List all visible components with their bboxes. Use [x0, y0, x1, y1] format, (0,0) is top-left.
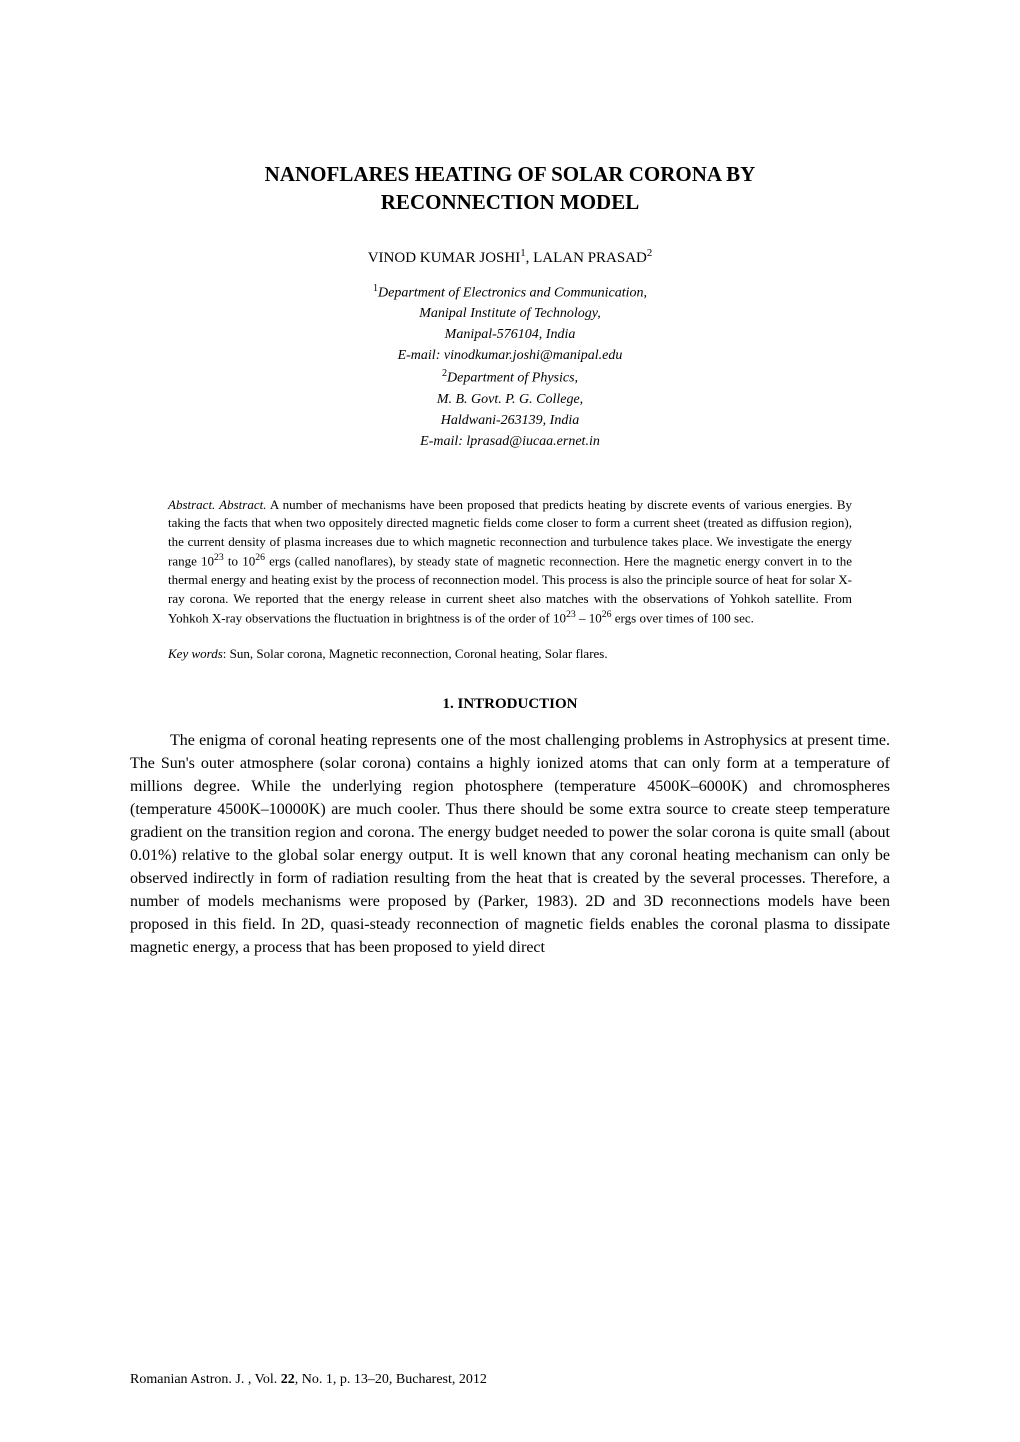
footer-issue-pages: , No. 1, p. 13–20, Bucharest, 2012 — [295, 1372, 487, 1387]
keywords-block: Key words: Sun, Solar corona, Magnetic r… — [168, 646, 852, 662]
author-1-name: VINOD KUMAR JOSHI — [368, 250, 521, 266]
abstract-exp-2: 26 — [255, 552, 265, 563]
author-2-sup: 2 — [647, 247, 652, 259]
affiliation-1-email: E-mail: vinodkumar.joshi@manipal.edu — [398, 348, 623, 363]
affiliation-2-line-1: Department of Physics, — [447, 371, 578, 386]
affiliation-1-line-1: Department of Electronics and Communicat… — [378, 285, 647, 300]
footer-journal: Romanian Astron. J. , Vol. — [130, 1372, 281, 1387]
affiliations-block: 1Department of Electronics and Communica… — [130, 281, 890, 452]
abstract-text-dash: – 10 — [576, 610, 602, 625]
keywords-label: Key words — [168, 646, 223, 661]
affiliation-2-line-3: Haldwani-263139, India — [441, 413, 579, 428]
abstract-text-tail: ergs over times of 100 sec. — [612, 610, 754, 625]
section-heading-introduction: 1. INTRODUCTION — [130, 696, 890, 713]
author-separator: , — [526, 250, 534, 266]
abstract-block: Abstract. Abstract. A number of mechanis… — [168, 496, 852, 628]
paper-title: NANOFLARES HEATING OF SOLAR CORONA BY RE… — [130, 160, 890, 217]
abstract-exp-4: 26 — [602, 609, 612, 620]
authors-block: VINOD KUMAR JOSHI1, LALAN PRASAD2 — [130, 247, 890, 267]
author-2-name: LALAN PRASAD — [533, 250, 647, 266]
footer-citation: Romanian Astron. J. , Vol. 22, No. 1, p.… — [130, 1372, 487, 1388]
affiliation-2-line-2: M. B. Govt. P. G. College, — [437, 392, 583, 407]
title-line-1: NANOFLARES HEATING OF SOLAR CORONA BY — [265, 162, 756, 186]
abstract-exp-3: 23 — [566, 609, 576, 620]
title-line-2: RECONNECTION MODEL — [381, 190, 639, 214]
abstract-exp-1: 23 — [214, 552, 224, 563]
affiliation-1-line-3: Manipal-576104, India — [445, 327, 576, 342]
affiliation-2-email: E-mail: lprasad@iucaa.ernet.in — [420, 434, 600, 449]
abstract-label: Abstract. Abstract. — [168, 497, 266, 512]
introduction-paragraph-1: The enigma of coronal heating represents… — [130, 729, 890, 959]
keywords-text: : Sun, Solar corona, Magnetic reconnecti… — [223, 646, 608, 661]
abstract-text-mid-1: to 10 — [224, 554, 255, 569]
footer-volume: 22 — [281, 1372, 295, 1387]
affiliation-1-line-2: Manipal Institute of Technology, — [419, 306, 600, 321]
